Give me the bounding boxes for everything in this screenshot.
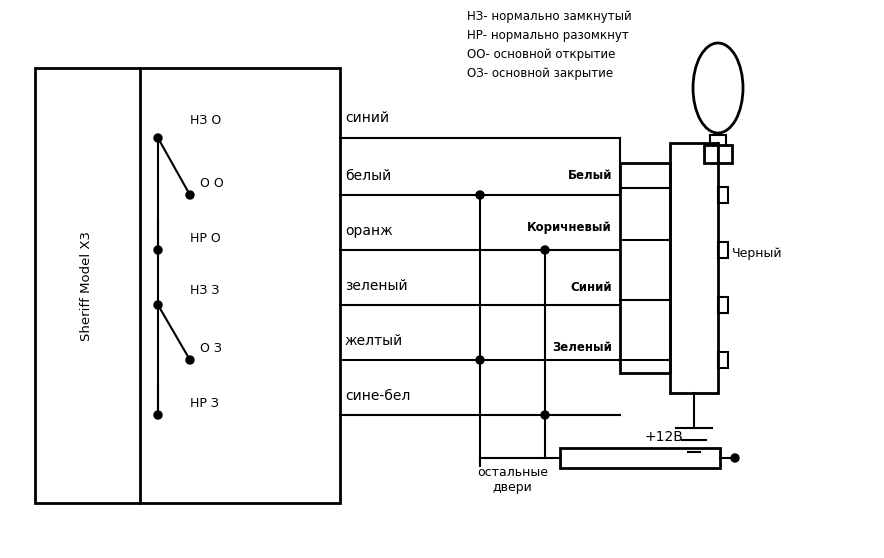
Text: +12В: +12В [645,430,684,444]
Bar [35,68,340,503]
Circle shape [476,356,484,364]
Text: Белый: Белый [568,169,612,182]
Text: НЗ- нормально замкнутый
НР- нормально разомкнут
ОО- основной открытие
ОЗ- основн: НЗ- нормально замкнутый НР- нормально ра… [467,10,632,80]
Text: желтый: желтый [345,334,403,348]
Text: Зеленый: Зеленый [552,341,612,354]
Text: синий: синий [345,111,389,125]
Text: Синий: Синий [570,281,612,294]
Circle shape [731,454,739,462]
Circle shape [154,246,162,254]
Text: О О: О О [200,177,224,190]
Circle shape [541,411,549,419]
Circle shape [186,191,194,199]
Text: Sheriff Model X3: Sheriff Model X3 [80,231,94,341]
Circle shape [154,411,162,419]
Bar [718,297,728,313]
Text: Коричневый: Коричневый [527,221,612,234]
Text: белый: белый [345,169,392,183]
Text: сине-бел: сине-бел [345,389,410,403]
Text: НР З: НР З [190,397,219,410]
Circle shape [154,134,162,142]
Bar [704,145,732,163]
Text: НЗ О: НЗ О [190,113,221,127]
Text: Черный: Черный [732,247,782,259]
Text: О З: О З [200,342,222,355]
Text: НЗ З: НЗ З [190,284,219,297]
Bar [718,352,728,368]
Bar [718,187,728,203]
Bar [620,163,670,373]
Bar [560,448,720,468]
Circle shape [541,246,549,254]
Bar [718,242,728,258]
Circle shape [476,191,484,199]
Text: зеленый: зеленый [345,279,408,293]
Text: оранж: оранж [345,224,392,238]
Circle shape [186,356,194,364]
Bar [670,143,718,393]
Circle shape [154,301,162,309]
Text: остальные
двери: остальные двери [477,466,548,494]
Text: НР О: НР О [190,232,221,245]
